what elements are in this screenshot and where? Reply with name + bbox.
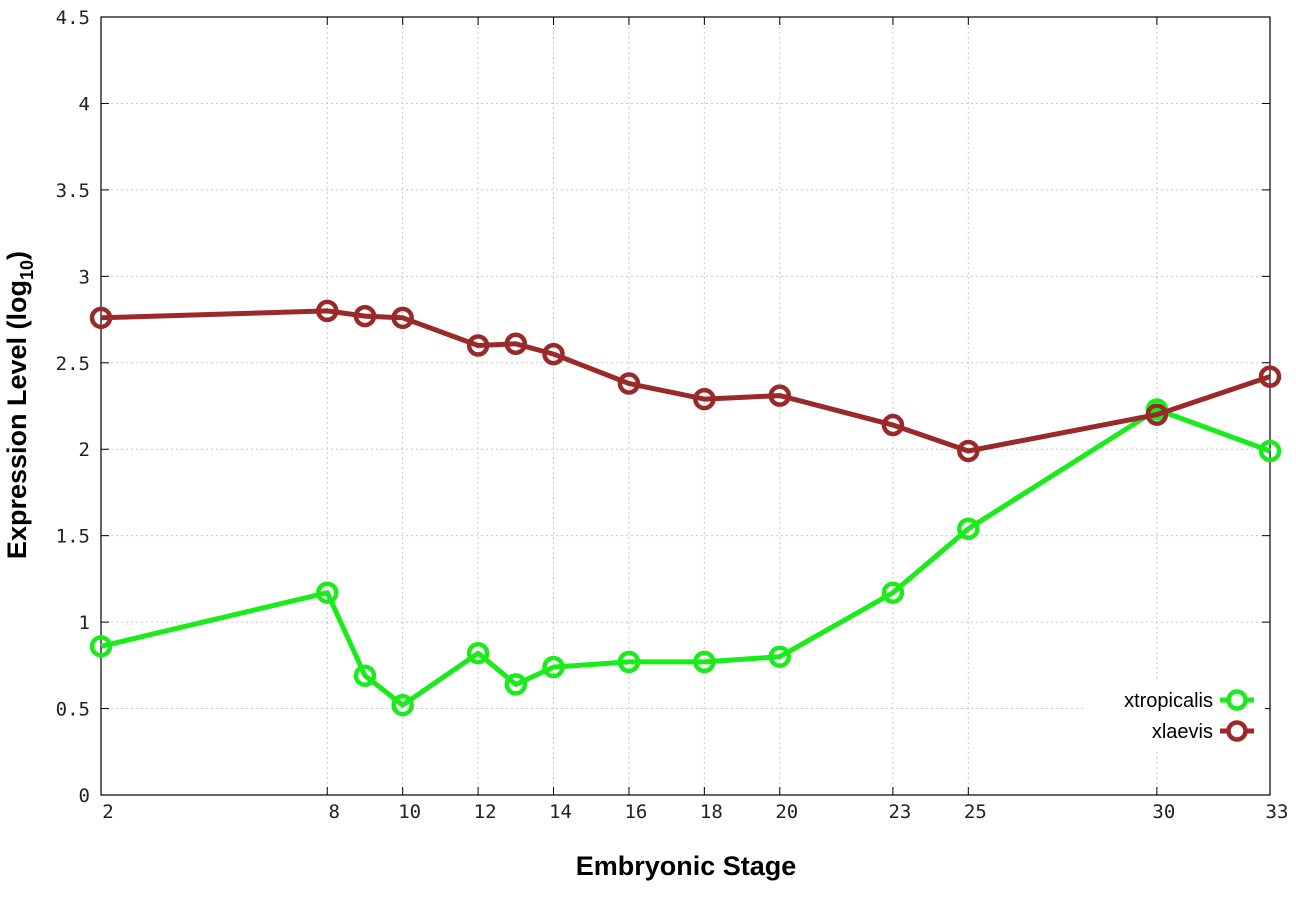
y-tick-label: 4 <box>79 93 90 115</box>
series-line-xtropicalis <box>100 407 1271 708</box>
x-tick-label: 20 <box>775 801 798 823</box>
grid-lines <box>101 17 1270 795</box>
legend-entry-xtropicalis: xtropicalis <box>1124 689 1254 712</box>
x-tick-label: 12 <box>474 801 497 823</box>
data-point-xtropicalis <box>504 673 528 696</box>
x-tick-label: 2 <box>102 801 113 823</box>
data-point-xtropicalis <box>89 635 113 658</box>
x-tick-label: 18 <box>700 801 723 823</box>
series-layer <box>89 299 1282 717</box>
x-tick-label: 16 <box>624 801 647 823</box>
data-point-xtropicalis <box>693 650 716 674</box>
data-point-xtropicalis <box>881 581 905 604</box>
x-tick-label: 10 <box>398 801 421 823</box>
series-xtropicalis <box>89 398 1282 717</box>
data-point-xtropicalis <box>542 655 565 679</box>
x-axis-title: Embryonic Stage <box>576 851 797 881</box>
x-tick-label: 30 <box>1152 801 1175 823</box>
legend: xtropicalis xlaevis <box>1085 680 1265 750</box>
y-tick-label: 3.5 <box>56 180 90 202</box>
y-axis-tick-labels: 0 0.5 1 1.5 2 2.5 3 3.5 4 4.5 <box>56 7 90 807</box>
series-line-xlaevis <box>100 308 1271 454</box>
data-point-xlaevis <box>391 306 414 330</box>
data-point-xtropicalis <box>768 645 792 668</box>
y-axis-title-subscript: 10 <box>17 260 37 280</box>
data-point-xtropicalis <box>466 641 490 665</box>
legend-label-xlaevis: xlaevis <box>1152 721 1213 743</box>
x-tick-label: 8 <box>329 801 340 823</box>
y-tick-label: 0 <box>79 785 90 807</box>
data-point-xlaevis <box>957 439 980 463</box>
data-point-xtropicalis <box>353 664 377 687</box>
data-point-xlaevis <box>1258 365 1282 388</box>
x-axis-tick-labels: 2 8 10 12 14 16 18 20 23 25 30 33 <box>102 801 1288 823</box>
data-point-xlaevis <box>542 342 565 366</box>
data-point-xlaevis <box>89 306 113 330</box>
y-axis-title: Expression Level (log10) <box>2 251 37 559</box>
legend-marker-xtropicalis <box>1226 689 1248 711</box>
data-point-xlaevis <box>768 384 792 407</box>
y-tick-label: 1 <box>79 612 90 634</box>
axis-ticks <box>100 16 1271 796</box>
data-point-xlaevis <box>1145 403 1169 426</box>
y-axis-title-main: Expression Level (log <box>2 280 32 559</box>
data-point-xtropicalis <box>391 693 414 717</box>
x-tick-label: 14 <box>549 801 572 823</box>
data-point-xlaevis <box>504 332 528 356</box>
y-tick-label: 4.5 <box>56 7 90 29</box>
y-tick-label: 2 <box>79 439 90 461</box>
data-point-xlaevis <box>353 304 377 328</box>
data-point-xtropicalis <box>316 581 339 604</box>
x-tick-label: 25 <box>964 801 987 823</box>
data-point-xlaevis <box>617 372 641 395</box>
data-point-xtropicalis <box>1258 439 1282 463</box>
legend-marker-xlaevis <box>1226 720 1248 742</box>
y-tick-label: 1.5 <box>56 526 90 548</box>
series-xlaevis <box>89 299 1282 463</box>
data-point-xtropicalis <box>957 517 980 541</box>
x-tick-label: 33 <box>1266 801 1289 823</box>
data-point-xtropicalis <box>617 650 641 674</box>
y-tick-label: 0.5 <box>56 699 90 721</box>
y-tick-label: 3 <box>79 266 90 288</box>
plot-frame <box>100 16 1271 796</box>
data-point-xlaevis <box>881 413 905 437</box>
data-point-xlaevis <box>693 387 716 411</box>
y-axis-title-close: ) <box>2 251 32 260</box>
data-point-xlaevis <box>316 299 339 323</box>
data-point-xlaevis <box>466 334 490 357</box>
legend-entry-xlaevis: xlaevis <box>1152 720 1254 743</box>
legend-label-xtropicalis: xtropicalis <box>1124 690 1213 712</box>
x-tick-label: 23 <box>888 801 911 823</box>
y-tick-label: 2.5 <box>56 353 90 375</box>
